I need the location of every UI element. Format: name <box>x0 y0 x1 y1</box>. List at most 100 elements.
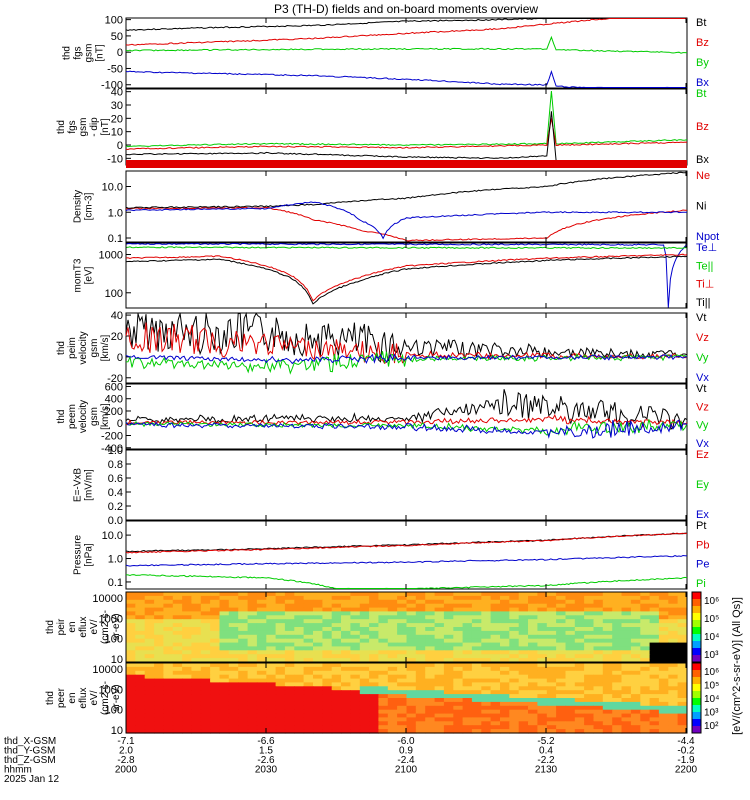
panel-frame <box>125 383 688 450</box>
heatmap-cell <box>612 599 623 605</box>
heatmap-cell <box>565 729 576 734</box>
heatmap-cell <box>238 717 249 722</box>
heatmap-cell <box>490 638 501 644</box>
heatmap-cell <box>434 717 445 722</box>
heatmap-cell <box>621 694 632 699</box>
heatmap-cell <box>612 709 623 715</box>
heatmap-cell <box>415 682 426 687</box>
heatmap-cell <box>677 674 688 680</box>
heatmap-cell <box>658 658 669 663</box>
heatmap-cell <box>556 674 566 680</box>
heatmap-cell <box>593 682 604 687</box>
heatmap-cell <box>415 698 426 703</box>
heatmap-cell <box>518 721 529 726</box>
y-tick-label: 40 <box>111 87 123 99</box>
heatmap-cell <box>144 592 155 597</box>
heatmap-cell <box>500 713 510 719</box>
heatmap-cell <box>649 615 660 620</box>
heatmap-cell <box>210 694 220 699</box>
heatmap-cell <box>537 698 548 703</box>
heatmap-cell <box>481 663 492 668</box>
heatmap-cell <box>471 595 482 601</box>
heatmap-cell <box>593 592 604 597</box>
legend-Ex: Ex <box>696 509 709 521</box>
heatmap-cell <box>126 611 136 616</box>
heatmap-cell <box>509 658 520 663</box>
heatmap-cell <box>434 611 445 616</box>
heatmap-cell <box>509 638 520 644</box>
heatmap-cell <box>528 599 538 605</box>
heatmap-cell <box>154 658 164 663</box>
heatmap-cell <box>163 682 174 687</box>
heatmap-cell <box>341 663 351 668</box>
heatmap-cell <box>144 705 155 711</box>
heatmap-cell <box>509 713 520 719</box>
heatmap-cell <box>266 729 277 734</box>
heatmap-cell <box>210 690 220 695</box>
heatmap-cell <box>518 615 529 620</box>
heatmap-cell <box>144 682 155 687</box>
heatmap-cell <box>658 690 669 695</box>
heatmap-cell <box>313 674 323 680</box>
heatmap-cell <box>658 729 669 734</box>
heatmap-cell <box>191 690 202 695</box>
heatmap-cell <box>322 611 333 616</box>
heatmap-cell <box>509 599 520 605</box>
heatmap-cell <box>565 666 576 672</box>
heatmap-cell <box>546 592 557 597</box>
heatmap-cell <box>294 713 305 719</box>
heatmap-cell <box>612 729 623 734</box>
heatmap-cell <box>359 698 370 703</box>
heatmap-cell <box>602 658 613 663</box>
plot-title: P3 (TH-D) fields and on-board moments ov… <box>274 2 538 16</box>
heatmap-cell <box>556 615 566 620</box>
heatmap-cell <box>593 611 604 616</box>
heatmap-cell <box>126 623 136 628</box>
heatmap-cell <box>154 725 164 730</box>
heatmap-cell <box>453 698 464 703</box>
heatmap-cell <box>359 627 370 632</box>
heatmap-cell <box>602 698 613 703</box>
heatmap-cell <box>228 663 239 668</box>
heatmap-cell <box>163 666 174 672</box>
heatmap-cell <box>528 721 538 726</box>
heatmap-cell <box>462 627 473 632</box>
heatmap-cell <box>154 630 164 636</box>
heatmap-cell <box>191 623 202 628</box>
heatmap-cell <box>200 686 211 691</box>
heatmap-cell <box>200 729 211 734</box>
heatmap-cell <box>369 592 379 597</box>
heatmap-cell <box>331 638 342 644</box>
colorbar-swatch <box>692 670 701 678</box>
heatmap-cell <box>397 615 407 620</box>
heatmap-cell <box>182 607 192 613</box>
heatmap-cell <box>415 725 426 730</box>
heatmap-cell <box>313 599 323 605</box>
heatmap-cell <box>341 638 351 644</box>
heatmap-cell <box>135 674 146 680</box>
heatmap-cell <box>331 674 342 680</box>
heatmap-cell <box>677 666 688 672</box>
heatmap-cell <box>219 611 230 616</box>
heatmap-cell <box>322 674 333 680</box>
heatmap-cell <box>612 607 623 613</box>
heatmap-cell <box>322 654 333 659</box>
heatmap-cell <box>313 694 323 699</box>
heatmap-cell <box>238 674 249 680</box>
heatmap-cell <box>443 725 454 730</box>
heatmap-cell <box>397 729 407 734</box>
heatmap-cell <box>546 627 557 632</box>
heatmap-cell <box>313 690 323 695</box>
heatmap-cell <box>266 646 277 651</box>
heatmap-cell <box>172 701 183 707</box>
heatmap-cell <box>247 682 258 687</box>
heatmap-cell <box>630 690 641 695</box>
heatmap-cell <box>369 646 379 651</box>
heatmap-cell <box>434 650 445 655</box>
colorbar-frame <box>691 591 702 663</box>
heatmap-cell <box>481 603 492 609</box>
heatmap-cell <box>481 642 492 648</box>
heatmap-cell <box>509 619 520 624</box>
heatmap-cell <box>434 592 445 597</box>
heatmap-cell <box>397 670 407 676</box>
